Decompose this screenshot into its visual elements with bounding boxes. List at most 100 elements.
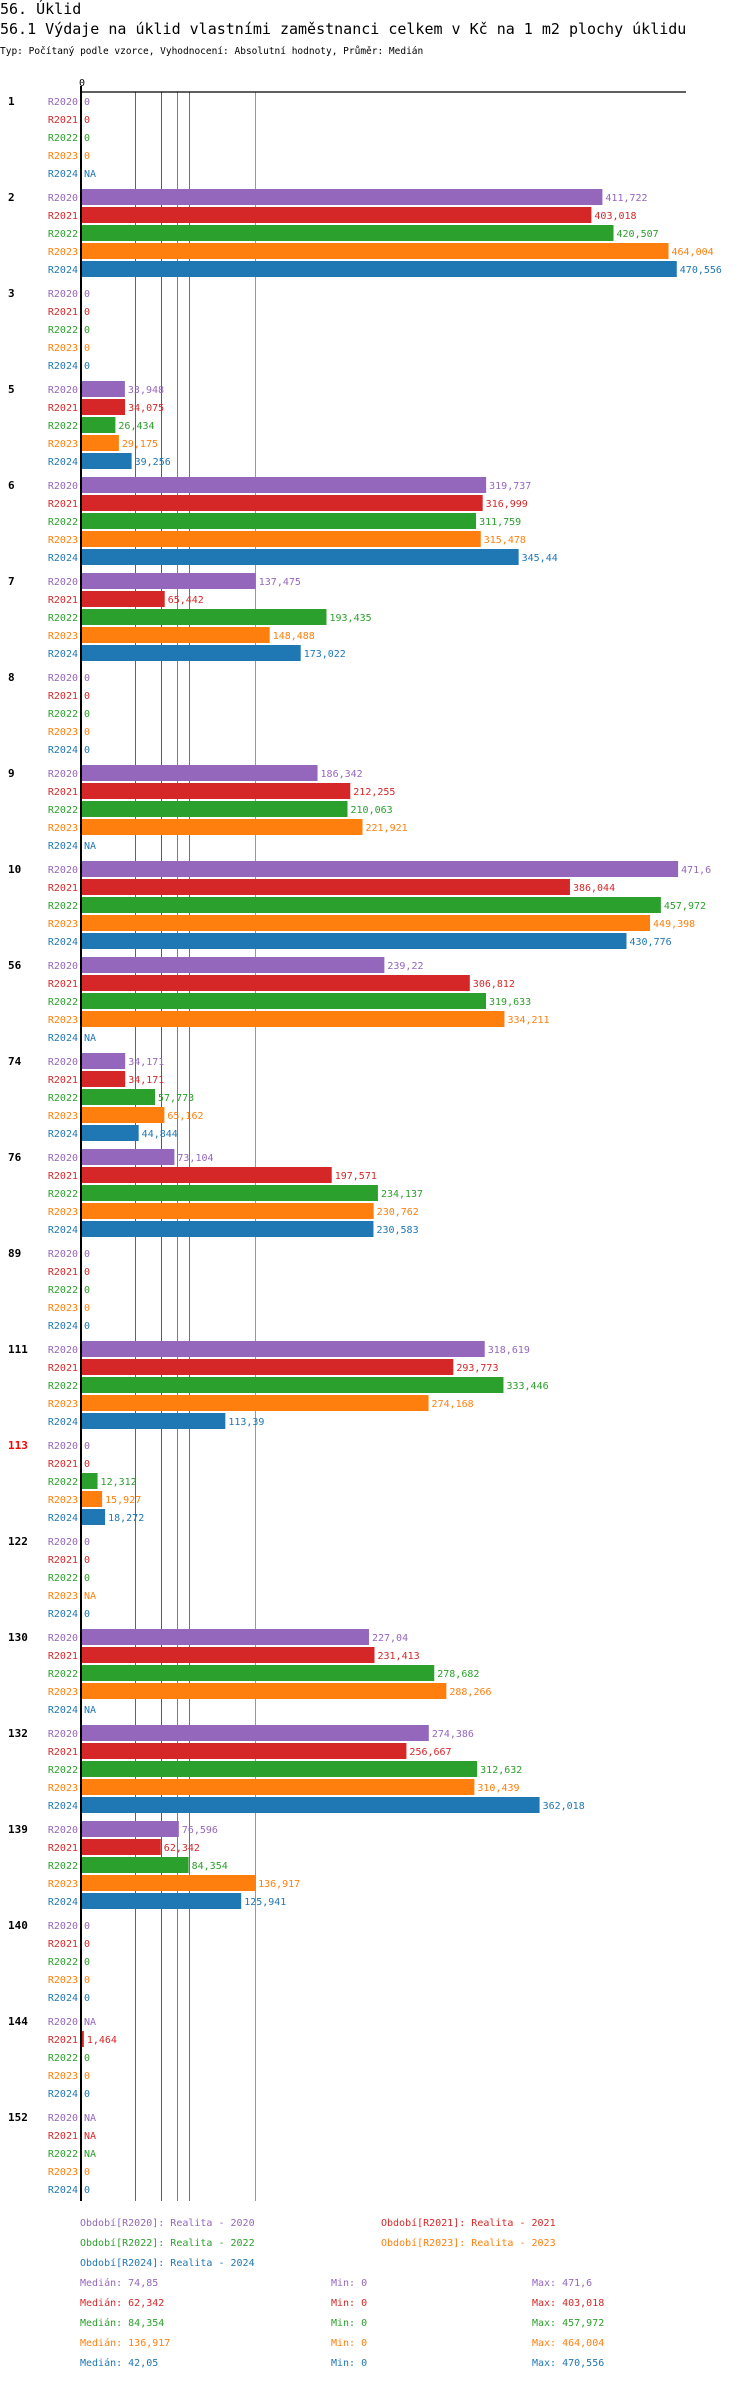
- group-label: 5: [8, 383, 15, 396]
- data-label: 234,137: [381, 1189, 423, 1200]
- data-label: 125,941: [244, 1897, 286, 1908]
- series-label: R2021: [48, 499, 78, 510]
- series-label: R2020: [48, 1345, 78, 1356]
- series-label: R2023: [48, 535, 78, 546]
- series-label: R2024: [48, 1417, 78, 1428]
- series-label: R2022: [48, 1093, 78, 1104]
- bar: [82, 627, 270, 643]
- group-label: 56: [8, 959, 22, 972]
- series-label: R2020: [48, 2017, 78, 2028]
- data-label: 0: [84, 2071, 90, 2082]
- data-label: 221,921: [366, 823, 408, 834]
- series-label: R2024: [48, 361, 78, 372]
- bar: [82, 1359, 454, 1375]
- series-label: R2022: [48, 2149, 78, 2160]
- legend-item: Období[R2020]: Realita - 2020: [80, 2218, 255, 2229]
- bar: [82, 189, 603, 205]
- data-label: 0: [84, 1249, 90, 1260]
- data-label: 0: [84, 133, 90, 144]
- series-label: R2021: [48, 595, 78, 606]
- series-label: R2020: [48, 1729, 78, 1740]
- data-label: 1,464: [87, 2035, 117, 2046]
- data-label: 227,04: [372, 1633, 408, 1644]
- data-label: NA: [84, 169, 96, 180]
- bar: [82, 915, 651, 931]
- data-label: 0: [84, 1537, 90, 1548]
- bar: [82, 1149, 175, 1165]
- series-label: R2024: [48, 745, 78, 756]
- data-label: 65,162: [167, 1111, 203, 1122]
- bar: [82, 1395, 429, 1411]
- bar: [82, 879, 570, 895]
- data-label: 0: [84, 673, 90, 684]
- data-label: 362,018: [543, 1801, 585, 1812]
- group-label: 111: [8, 1343, 28, 1356]
- series-label: R2020: [48, 1441, 78, 1452]
- data-label: 186,342: [321, 769, 363, 780]
- series-label: R2020: [48, 577, 78, 588]
- series-label: R2020: [48, 481, 78, 492]
- group-label: 122: [8, 1535, 28, 1548]
- data-label: 319,633: [489, 997, 531, 1008]
- series-label: R2024: [48, 2089, 78, 2100]
- series-label: R2020: [48, 673, 78, 684]
- legend-item: Období[R2024]: Realita - 2024: [80, 2258, 255, 2269]
- data-label: 34,171: [128, 1075, 164, 1086]
- series-label: R2024: [48, 937, 78, 948]
- series-label: R2020: [48, 1057, 78, 1068]
- bar: [82, 1797, 540, 1813]
- data-label: 212,255: [353, 787, 395, 798]
- series-label: R2020: [48, 961, 78, 972]
- data-label: 319,737: [489, 481, 531, 492]
- bar: [82, 1203, 374, 1219]
- series-label: R2021: [48, 2131, 78, 2142]
- stat-max: Max: 471,6: [532, 2278, 593, 2289]
- legend-item: Období[R2021]: Realita - 2021: [381, 2218, 556, 2229]
- series-label: R2023: [48, 1495, 78, 1506]
- series-label: R2021: [48, 1651, 78, 1662]
- group-label: 139: [8, 1823, 28, 1836]
- data-label: NA: [84, 1591, 96, 1602]
- series-label: R2021: [48, 2035, 78, 2046]
- data-label: NA: [84, 2017, 96, 2028]
- bar: [82, 1167, 332, 1183]
- series-label: R2022: [48, 325, 78, 336]
- bar: [82, 591, 165, 607]
- bar: [82, 801, 348, 817]
- bar: [82, 1053, 126, 1069]
- series-label: R2021: [48, 1555, 78, 1566]
- section-title: 56. Úklid: [0, 0, 82, 18]
- series-label: R2023: [48, 631, 78, 642]
- stat-median: Medián: 62,342: [80, 2298, 165, 2309]
- series-label: R2024: [48, 1705, 78, 1716]
- data-label: 0: [84, 343, 90, 354]
- series-label: R2020: [48, 769, 78, 780]
- series-label: R2022: [48, 229, 78, 240]
- series-label: R2021: [48, 211, 78, 222]
- bar: [82, 1857, 189, 1873]
- data-label: 274,386: [432, 1729, 474, 1740]
- bar: [82, 513, 477, 529]
- data-label: 0: [84, 1957, 90, 1968]
- data-label: 0: [84, 1441, 90, 1452]
- data-label: 0: [84, 2185, 90, 2196]
- data-label: 0: [84, 289, 90, 300]
- stat-median: Medián: 74,85: [80, 2278, 159, 2289]
- data-label: 193,435: [330, 613, 372, 624]
- series-label: R2022: [48, 1765, 78, 1776]
- series-label: R2023: [48, 727, 78, 738]
- data-label: 0: [84, 2053, 90, 2064]
- series-label: R2023: [48, 1687, 78, 1698]
- data-label: NA: [84, 841, 96, 852]
- data-label: 230,583: [376, 1225, 418, 1236]
- data-label: 29,175: [122, 439, 158, 450]
- bar: [82, 1011, 505, 1027]
- data-label: 470,556: [680, 265, 722, 276]
- series-label: R2020: [48, 385, 78, 396]
- bar: [82, 1875, 256, 1891]
- group-label: 76: [8, 1151, 22, 1164]
- data-label: 231,413: [378, 1651, 420, 1662]
- legend-item: Období[R2022]: Realita - 2022: [80, 2238, 255, 2249]
- data-label: 403,018: [594, 211, 636, 222]
- group-label: 74: [8, 1055, 22, 1068]
